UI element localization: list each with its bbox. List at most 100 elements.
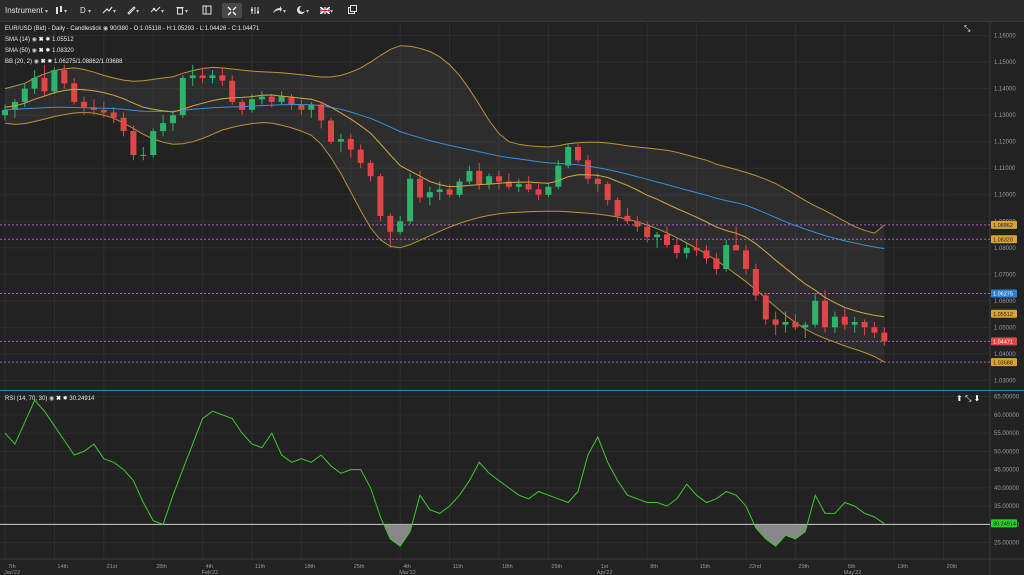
gear-icon[interactable]: ✸ (45, 48, 51, 54)
language-button[interactable]: ▾ (320, 3, 333, 18)
candle-body (713, 258, 720, 269)
theme-button[interactable]: ▾ (296, 3, 309, 18)
eye-icon[interactable]: ◉ (49, 396, 55, 402)
month-tick-label: Apr'22 (597, 570, 613, 575)
candle-body (219, 75, 226, 81)
candle-body (81, 101, 87, 108)
candle-body (278, 96, 285, 102)
instrument-label: Instrument (5, 6, 43, 15)
candle-body (179, 78, 186, 116)
close-icon[interactable]: ✖ (55, 396, 61, 402)
candle-body (575, 147, 581, 161)
settings-button[interactable] (250, 3, 260, 18)
candle-body (61, 70, 68, 84)
layout-button[interactable] (202, 3, 212, 18)
candle-body (752, 269, 759, 296)
gear-icon[interactable]: ✸ (47, 59, 53, 65)
move-down-icon[interactable]: ⬇ (973, 394, 981, 403)
candle-body (614, 200, 621, 216)
eye-icon[interactable]: ◉ (31, 37, 37, 43)
candle-body (841, 316, 848, 325)
date-tick-label: 28th (156, 564, 167, 570)
candle-body (871, 327, 878, 333)
timeframe-selector[interactable]: D ▾ (80, 3, 91, 18)
price-tick-label: 1.15000 (994, 60, 1016, 66)
close-icon[interactable]: ✖ (38, 48, 44, 54)
candle-body (160, 123, 167, 132)
candle-body (357, 149, 364, 163)
bollinger-bands (4, 45, 885, 363)
legend-rsi: RSI (14, 70, 30) ◉ ✖ ✸ 30.24914 (5, 395, 94, 403)
rsi-pane-controls: ⬆ ⤡ ⬇ (956, 394, 980, 404)
date-tick-label: 20th (947, 564, 958, 570)
bar-count: 90/380 (109, 26, 129, 32)
date-tick-label: 13th (897, 564, 908, 570)
trash-button[interactable]: ▾ (175, 3, 188, 18)
close-icon[interactable]: ✖ (38, 37, 44, 43)
drawing-tools-button[interactable]: ▾ (150, 3, 164, 18)
candle-body (417, 178, 423, 198)
gear-icon[interactable]: ✸ (62, 396, 68, 402)
ohlc-values: O:1.05118 - H:1.05293 - L:1.04426 - C:1.… (133, 26, 260, 32)
bar-type-button[interactable]: ▾ (54, 3, 67, 18)
rsi-tick-label: 60.00000 (994, 413, 1020, 419)
price-tag (991, 309, 1017, 318)
fit-button[interactable] (222, 3, 242, 18)
candle-body (377, 176, 384, 216)
rsi-tick-label: 40.00000 (994, 486, 1020, 492)
rsi-oversold-area (383, 524, 413, 547)
chevron-down-icon: ▾ (45, 9, 49, 15)
expand-icon[interactable]: ⤡ (964, 394, 972, 403)
close-icon[interactable]: ✖ (40, 59, 46, 65)
chevron-down-icon: ▾ (88, 9, 92, 15)
chevron-down-icon: ▾ (136, 9, 140, 15)
candle-body (189, 75, 196, 79)
price-chart[interactable]: 1.16000 1.15000 1.14000 1.13000 1.12000 1.110… (0, 21, 1024, 391)
external-button[interactable] (347, 3, 357, 18)
eye-icon[interactable]: ◉ (31, 48, 37, 54)
crosshair-button[interactable]: ▾ (102, 3, 116, 18)
settings-sliders-icon (250, 3, 260, 18)
price-axis: 1.16000 1.15000 1.14000 1.13000 1.12000 1.110… (994, 34, 1016, 385)
instrument-selector[interactable]: Instrument ▾ (5, 3, 48, 18)
date-tick-label: 1st (601, 564, 609, 570)
moving-averages (4, 88, 885, 318)
chevron-down-icon: ▾ (330, 9, 334, 15)
rsi-oversold-fill (383, 524, 808, 547)
eye-icon[interactable]: ◉ (103, 26, 109, 32)
candle-body (624, 215, 631, 222)
candle-body (239, 101, 246, 110)
sma50-line (4, 104, 885, 250)
candle-body (51, 70, 58, 92)
candle-body (426, 192, 433, 198)
price-tick-label: 1.10000 (994, 193, 1016, 199)
legend-sma50: SMA (50) ◉ ✖ ✸ 1.08320 (5, 47, 74, 55)
expand-icon[interactable]: ⤡ (964, 24, 971, 33)
candle-body (654, 234, 661, 238)
candle-body (683, 247, 690, 254)
rsi-chart[interactable]: 65.00000 60.00000 55.00000 50.00000 45.00000… (0, 391, 1024, 575)
crosshair-icon (102, 5, 113, 15)
candle-body (387, 215, 394, 232)
candle-body (881, 332, 888, 342)
candle-body (31, 78, 38, 89)
rsi-name: RSI (14, 70, 30) (5, 396, 48, 402)
move-up-icon[interactable]: ⬆ (956, 394, 963, 403)
date-tick-label: 4th (206, 564, 214, 570)
eye-icon[interactable]: ◉ (33, 59, 39, 65)
rsi-tick-label: 55.00000 (994, 431, 1020, 437)
candle-body (486, 176, 493, 185)
date-tick-label: 4th (403, 564, 411, 570)
candle-body (90, 107, 97, 110)
price-tag (991, 358, 1017, 367)
share-button[interactable]: ▾ (272, 3, 286, 18)
legend-sma14: SMA (14) ◉ ✖ ✸ 1.05512 (5, 36, 74, 44)
bb-fill (5, 45, 885, 363)
pane-divider[interactable] (0, 390, 1024, 391)
candle-body (407, 178, 414, 222)
pencil-button[interactable]: ▾ (126, 3, 139, 18)
date-tick-label: 18th (502, 564, 513, 570)
trash-icon (175, 5, 185, 15)
gear-icon[interactable]: ✸ (45, 37, 51, 43)
